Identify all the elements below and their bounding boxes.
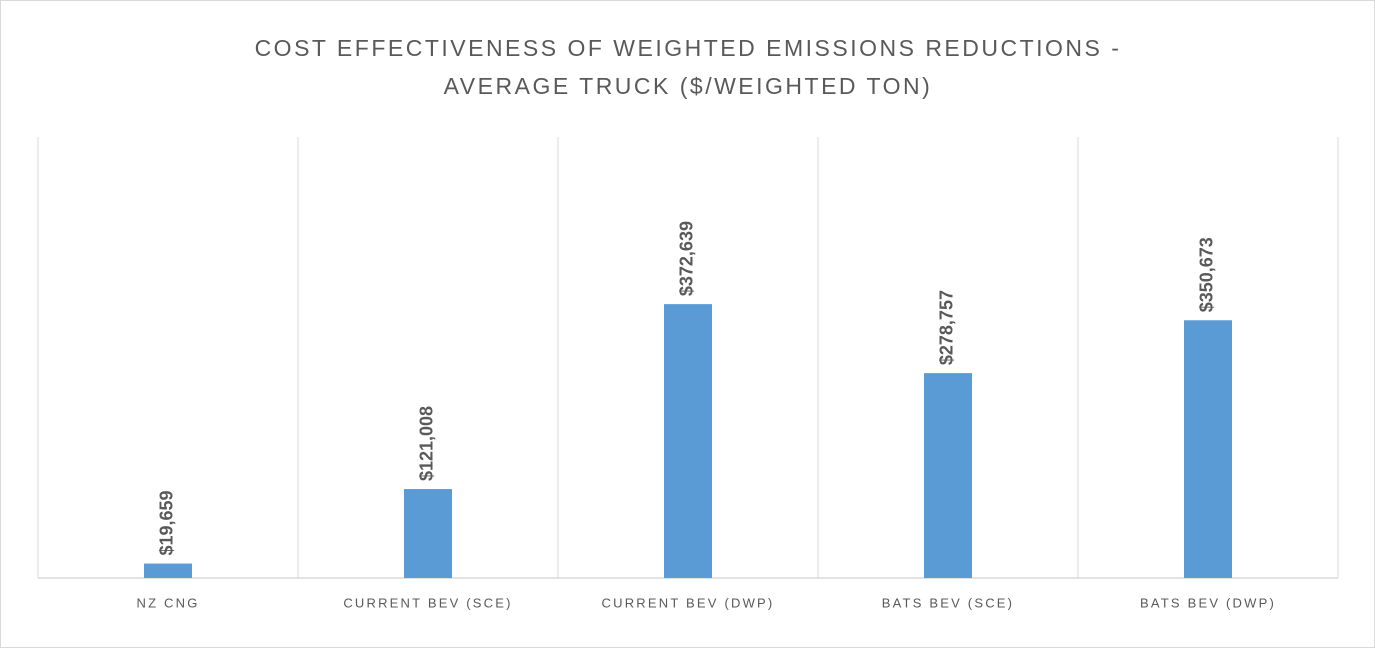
x-tick-label: BATS BEV (DWP): [1140, 595, 1276, 610]
chart-title: AVERAGE TRUCK ($/WEIGHTED TON): [444, 73, 933, 99]
data-label: $121,008: [417, 406, 437, 481]
x-tick-label: CURRENT BEV (DWP): [602, 595, 775, 610]
bar: [924, 373, 972, 578]
data-label: $350,673: [1197, 237, 1217, 312]
data-label: $278,757: [937, 290, 957, 365]
data-label: $19,659: [157, 490, 177, 555]
x-tick-label: NZ CNG: [136, 595, 199, 610]
bar: [664, 304, 712, 578]
x-tick-label: CURRENT BEV (SCE): [343, 595, 512, 610]
bar: [1184, 320, 1232, 578]
bar: [404, 489, 452, 578]
chart-title: COST EFFECTIVENESS OF WEIGHTED EMISSIONS…: [255, 35, 1122, 61]
bar: [144, 563, 192, 578]
data-label: $372,639: [677, 221, 697, 296]
x-tick-label: BATS BEV (SCE): [882, 595, 1014, 610]
